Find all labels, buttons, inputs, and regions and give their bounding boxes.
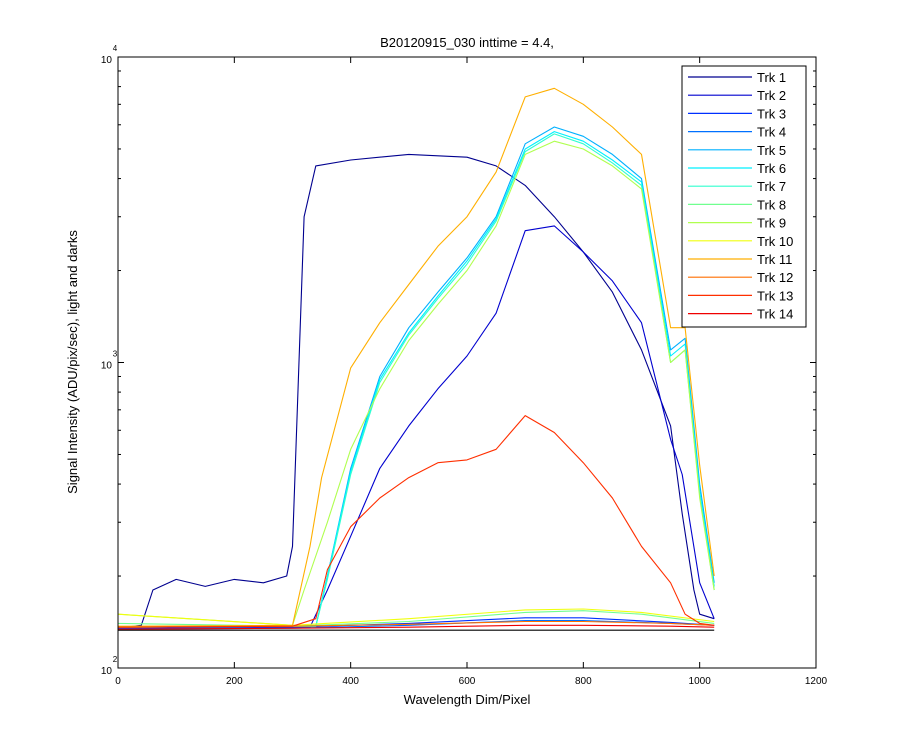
series-line-trk-13 [118, 415, 715, 628]
series-layer [118, 87, 715, 631]
y-tick-label-exponent: 3 [113, 350, 118, 359]
legend-label: Trk 7 [757, 179, 786, 194]
series-line-trk-11 [118, 87, 715, 627]
x-tick-label: 1000 [689, 676, 712, 687]
y-tick-label-exponent: 4 [113, 44, 118, 53]
legend: Trk 1 Trk 2 Trk 3 Trk 4 Trk 5 Trk 6 Trk 7 Trk 8… [681, 65, 807, 328]
series-line-trk-9 [118, 140, 715, 626]
series-line-trk-2 [118, 225, 715, 629]
x-tick-label: 1200 [805, 676, 828, 687]
legend-label: Trk 13 [757, 288, 793, 303]
legend-label: Trk 14 [757, 307, 793, 322]
y-axis-label: Signal Intensity (ADU/pix/sec), light an… [65, 230, 80, 494]
legend-label: Trk 3 [757, 106, 786, 121]
x-tick-label: 800 [575, 676, 592, 687]
y-tick-label-base: 10 [101, 361, 113, 372]
series-line-trk-14 [118, 624, 715, 630]
x-axis-label: Wavelength Dim/Pixel [404, 692, 531, 707]
y-tick-label-base: 10 [101, 55, 113, 66]
series-line-trk-3 [118, 617, 715, 629]
legend-label: Trk 10 [757, 234, 793, 249]
x-tick-label: 0 [115, 676, 121, 687]
x-tick-label: 400 [342, 676, 359, 687]
legend-label: Trk 5 [757, 143, 786, 158]
legend-label: Trk 11 [757, 252, 792, 267]
x-axis: 0 200 400 600 800 1000 1200 [115, 57, 828, 687]
chart-title: B20120915_030 inttime = 4.4, [380, 35, 554, 50]
legend-label: Trk 2 [757, 88, 786, 103]
legend-label: Trk 8 [757, 197, 786, 212]
series-line-trk-6 [118, 131, 715, 628]
legend-label: Trk 9 [757, 216, 786, 231]
legend-label: Trk 1 [757, 70, 786, 85]
y-tick-label-exponent: 2 [113, 655, 118, 664]
legend-label: Trk 4 [757, 125, 786, 140]
y-tick-label-base: 10 [101, 666, 113, 677]
series-line-trk-1 [118, 153, 715, 629]
x-tick-label: 600 [459, 676, 476, 687]
x-tick-label: 200 [226, 676, 243, 687]
legend-box [681, 65, 807, 328]
legend-label: Trk 6 [757, 161, 786, 176]
legend-label: Trk 12 [757, 270, 793, 285]
